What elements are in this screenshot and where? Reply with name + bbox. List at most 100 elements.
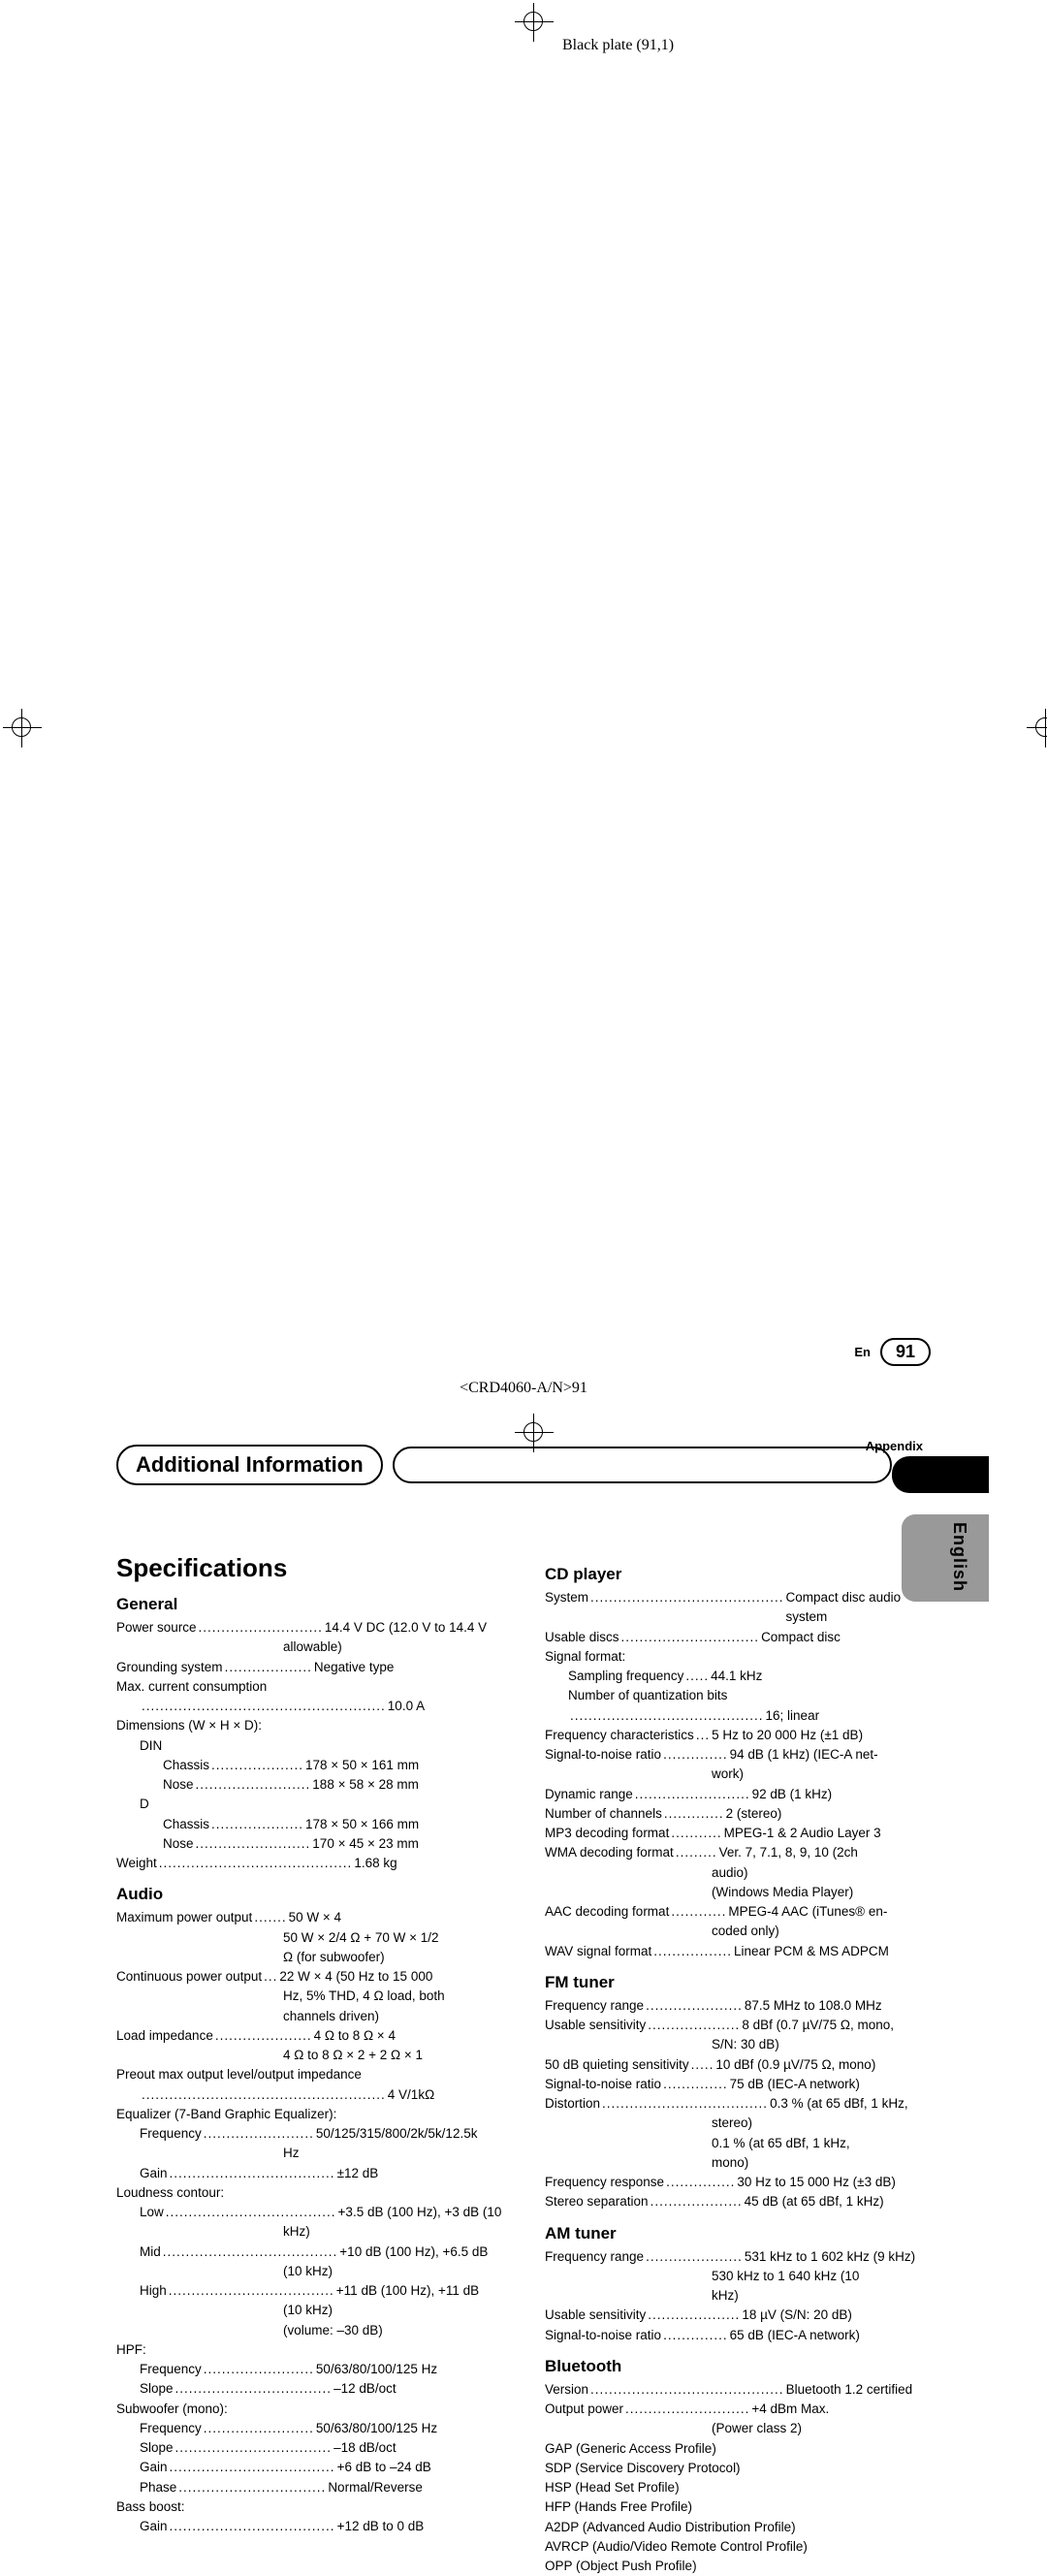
section-bt: Bluetooth — [545, 2357, 931, 2376]
spec-row: Frequency response...............30 Hz t… — [545, 2173, 931, 2192]
spec-value: Bluetooth 1.2 certified — [786, 2380, 931, 2400]
section-cd: CD player — [545, 1565, 931, 1584]
spec-row: Version.................................… — [545, 2380, 931, 2400]
spec-row: Number of channels.............2 (stereo… — [545, 1804, 931, 1824]
spec-dots: ........................... — [197, 1618, 325, 1638]
spec-row: Gain....................................… — [116, 2164, 502, 2183]
spec-row: DIN — [116, 1736, 502, 1756]
spec-row: SDP (Service Discovery Protocol) — [545, 2459, 931, 2478]
spec-dots: ..................................... — [164, 2203, 338, 2222]
spec-label: Weight — [116, 1854, 157, 1873]
spec-label: Distortion — [545, 2094, 600, 2114]
spec-row: Nose.........................188 × 58 × … — [116, 1775, 502, 1795]
spec-label: WMA decoding format — [545, 1843, 674, 1862]
spec-dots: .................................... — [167, 2281, 336, 2301]
spec-continuation: (Power class 2) — [545, 2419, 931, 2438]
spec-dots: ................................ — [176, 2478, 328, 2497]
spec-continuation: Ω (for subwoofer) — [116, 1948, 502, 1967]
section-am: AM tuner — [545, 2224, 931, 2243]
spec-dots: ........................ — [202, 2360, 316, 2379]
spec-row: Maximum power output.......50 W × 4 — [116, 1908, 502, 1927]
spec-dots: ..................... — [213, 2026, 314, 2046]
spec-value: 4 V/1kΩ — [388, 2085, 502, 2105]
spec-label: Maximum power output — [116, 1908, 252, 1927]
spec-value: MPEG-1 & 2 Audio Layer 3 — [724, 1824, 931, 1843]
section-general: General — [116, 1595, 502, 1614]
spec-row: Low.....................................… — [116, 2203, 502, 2222]
spec-continuation: 50 W × 2/4 Ω + 70 W × 1/2 — [116, 1928, 502, 1948]
spec-dots: ......................... — [633, 1785, 752, 1804]
spec-label: Frequency — [140, 2124, 202, 2144]
spec-continuation: Hz — [116, 2144, 502, 2163]
spec-value: 65 dB (IEC-A network) — [730, 2326, 931, 2345]
spec-label: Dimensions (W × H × D): — [116, 1716, 262, 1735]
spec-label: WAV signal format — [545, 1942, 651, 1961]
spec-value: 50 W × 4 — [289, 1908, 502, 1927]
spec-value: 188 × 58 × 28 mm — [312, 1775, 502, 1795]
spec-label: Bass boost: — [116, 2497, 185, 2517]
spec-row: Distortion..............................… — [545, 2094, 931, 2114]
spec-value: 0.3 % (at 65 dBf, 1 kHz, — [770, 2094, 931, 2114]
spec-dots: ............... — [664, 2173, 737, 2192]
spec-continuation: allowable) — [116, 1638, 502, 1657]
spec-value: 170 × 45 × 23 mm — [312, 1834, 502, 1854]
spec-dots: ..................... — [644, 2247, 745, 2267]
spec-row: MP3 decoding format...........MPEG-1 & 2… — [545, 1824, 931, 1843]
spec-dots: .................... — [646, 2016, 742, 2035]
spec-row: Power source...........................1… — [116, 1618, 502, 1638]
footer: En 91 — [854, 1338, 931, 1366]
spec-label: Nose — [163, 1775, 194, 1795]
spec-row: Continuous power output...22 W × 4 (50 H… — [116, 1967, 502, 1987]
spec-label: Phase — [140, 2478, 176, 2497]
spec-label: Frequency characteristics — [545, 1726, 694, 1745]
spec-row: Frequency characteristics...5 Hz to 20 0… — [545, 1726, 931, 1745]
spec-row: Chassis....................178 × 50 × 16… — [116, 1815, 502, 1834]
empty-pill — [393, 1447, 892, 1483]
spec-value: +4 dBm Max. — [751, 2400, 931, 2419]
spec-row: Subwoofer (mono): — [116, 2400, 502, 2419]
spec-value: 30 Hz to 15 000 Hz (±3 dB) — [737, 2173, 931, 2192]
spec-continuation: audio) — [545, 1863, 931, 1883]
spec-label: Slope — [140, 2379, 174, 2399]
spec-value: 178 × 50 × 161 mm — [305, 1756, 502, 1775]
spec-dots: ............ — [669, 1902, 728, 1922]
spec-dots: ........................................… — [588, 1588, 786, 1607]
spec-dots: .................................. — [174, 2438, 334, 2458]
spec-row: D — [116, 1795, 502, 1814]
black-tab — [892, 1456, 989, 1493]
spec-dots: ................... — [223, 1658, 314, 1677]
spec-row: Signal-to-noise ratio..............75 dB… — [545, 2075, 931, 2094]
spec-label: Frequency range — [545, 1996, 644, 2016]
spec-value: 16; linear — [766, 1706, 931, 1726]
list-cd: System..................................… — [545, 1588, 931, 1961]
spec-value: 8 dBf (0.7 µV/75 Ω, mono, — [742, 2016, 931, 2035]
spec-row: System..................................… — [545, 1588, 931, 1628]
spec-dots: .............. — [661, 2075, 730, 2094]
spec-dots: .................... — [209, 1815, 305, 1834]
spec-label: Stereo separation — [545, 2192, 649, 2211]
spec-label: Nose — [163, 1834, 194, 1854]
spec-dots: ........................ — [202, 2124, 316, 2144]
spec-row: Frequency........................50/63/8… — [116, 2419, 502, 2438]
spec-value: ±12 dB — [337, 2164, 502, 2183]
spec-label: Number of channels — [545, 1804, 662, 1824]
spec-value: MPEG-4 AAC (iTunes® en- — [728, 1902, 931, 1922]
spec-value: Negative type — [314, 1658, 502, 1677]
spec-row: Usable discs............................… — [545, 1628, 931, 1647]
spec-dots: ................. — [651, 1942, 734, 1961]
spec-row: Bass boost: — [116, 2497, 502, 2517]
spec-label: Slope — [140, 2438, 174, 2458]
spec-label: System — [545, 1588, 588, 1607]
spec-value: Normal/Reverse — [328, 2478, 502, 2497]
spec-label: SDP (Service Discovery Protocol) — [545, 2459, 741, 2478]
spec-row: Gain....................................… — [116, 2458, 502, 2477]
spec-row: OPP (Object Push Profile) — [545, 2557, 931, 2576]
spec-row: WAV signal format.................Linear… — [545, 1942, 931, 1961]
spec-label: Grounding system — [116, 1658, 223, 1677]
spec-value: 178 × 50 × 166 mm — [305, 1815, 502, 1834]
spec-value: +3.5 dB (100 Hz), +3 dB (10 — [338, 2203, 502, 2222]
spec-continuation: (Windows Media Player) — [545, 1883, 931, 1902]
spec-label: Loudness contour: — [116, 2183, 224, 2203]
spec-dots: .................................... — [168, 2164, 337, 2183]
spec-dots: ........... — [669, 1824, 723, 1843]
